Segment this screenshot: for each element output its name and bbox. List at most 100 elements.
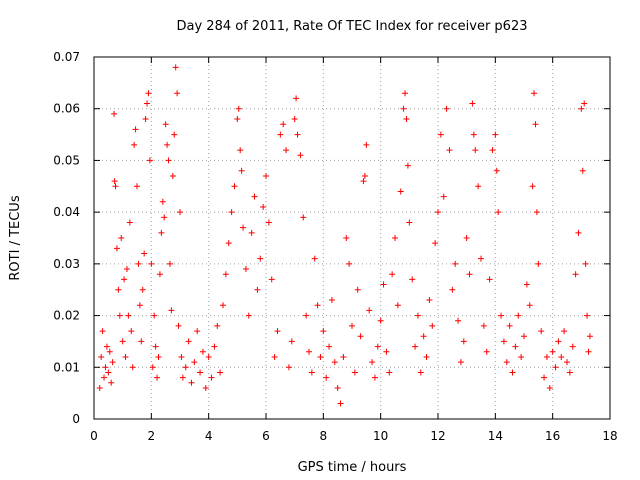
data-point [357, 333, 364, 340]
data-point [564, 359, 570, 366]
data-point [228, 209, 235, 216]
data-point [159, 198, 166, 205]
data-point [506, 322, 513, 329]
data-point [512, 343, 519, 350]
data-point [123, 266, 130, 273]
data-point [122, 353, 129, 360]
data-point [311, 255, 318, 262]
data-point [288, 338, 295, 345]
data-point [328, 297, 335, 304]
data-point [535, 260, 542, 267]
data-point [166, 260, 173, 267]
data-point [392, 235, 398, 241]
x-tick-label: 8 [320, 429, 328, 443]
data-point [234, 116, 241, 123]
data-point [579, 167, 586, 174]
data-point [280, 121, 287, 128]
data-point [472, 147, 479, 154]
data-point [414, 312, 421, 319]
data-point [495, 209, 502, 216]
data-point [179, 374, 186, 381]
data-point [340, 353, 347, 360]
data-point [578, 105, 585, 112]
data-point [437, 131, 444, 138]
data-point [317, 353, 324, 360]
data-point [503, 359, 510, 366]
x-tick-label: 6 [262, 429, 270, 443]
data-point [155, 353, 162, 360]
data-point [394, 302, 401, 309]
data-point [346, 260, 353, 267]
data-point [115, 286, 122, 293]
data-point [106, 348, 113, 355]
y-tick-label: 0.06 [53, 102, 80, 116]
data-point [283, 147, 290, 154]
x-tick-label: 14 [488, 429, 503, 443]
data-point [199, 348, 206, 355]
data-point [543, 353, 550, 360]
data-point [257, 255, 264, 262]
x-tick-label: 18 [602, 429, 617, 443]
data-point [423, 353, 430, 360]
grid [94, 57, 610, 419]
data-point [463, 235, 470, 241]
data-point [300, 214, 307, 221]
data-point [531, 90, 538, 97]
data-point [103, 343, 110, 350]
data-point [546, 384, 553, 391]
data-point [165, 157, 172, 164]
data-point [400, 105, 407, 112]
data-point [374, 343, 381, 350]
data-point [561, 328, 568, 335]
data-point [303, 312, 310, 319]
y-tick-label: 0.01 [53, 360, 80, 374]
data-point [129, 364, 136, 371]
data-point [172, 64, 179, 71]
data-point [404, 162, 411, 169]
data-point [113, 245, 120, 252]
data-point [182, 364, 189, 371]
y-tick-label: 0.07 [53, 50, 80, 64]
data-point [208, 374, 215, 381]
x-tick-label: 0 [90, 429, 98, 443]
x-axis-label: GPS time / hours [298, 460, 407, 475]
data-point [586, 333, 593, 340]
data-point [509, 369, 516, 376]
data-point [134, 183, 140, 190]
data-point [566, 369, 573, 376]
data-point [402, 90, 409, 97]
y-tick-label: 0.04 [53, 205, 80, 219]
data-point [532, 121, 539, 128]
data-point [500, 338, 507, 345]
data-point [443, 105, 450, 112]
data-point [245, 312, 252, 319]
data-point [222, 271, 229, 278]
data-point [260, 203, 267, 210]
y-tick-label: 0.05 [53, 153, 80, 167]
data-point [240, 224, 247, 231]
data-point [99, 328, 106, 335]
data-point [108, 379, 115, 386]
x-tick-label: 2 [148, 429, 156, 443]
data-point [188, 379, 195, 386]
data-point [185, 338, 192, 345]
data-point [440, 193, 447, 200]
data-point [386, 369, 393, 376]
data-point [197, 369, 204, 376]
data-point [515, 312, 522, 319]
data-point [478, 255, 484, 262]
data-point [558, 353, 565, 360]
data-point [274, 328, 281, 335]
data-point [541, 374, 548, 381]
data-point [164, 141, 171, 148]
data-point [380, 281, 387, 288]
data-point [161, 214, 168, 221]
data-point [323, 374, 330, 381]
data-point [138, 338, 145, 345]
data-point [331, 359, 338, 366]
data-point [417, 369, 424, 376]
data-point [470, 131, 477, 138]
data-point [452, 260, 459, 267]
data-point [549, 348, 556, 355]
data-point [366, 307, 373, 314]
